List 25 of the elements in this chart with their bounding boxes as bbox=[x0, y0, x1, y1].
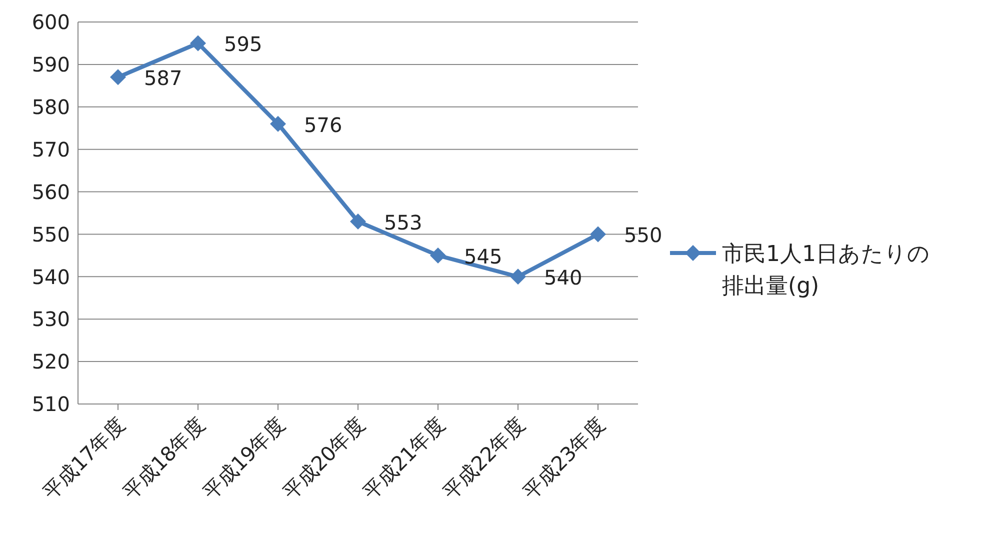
legend-label: 市民1人1日あたりの排出量(g) bbox=[722, 241, 931, 301]
y-tick-label: 560 bbox=[32, 180, 70, 204]
point bbox=[270, 116, 286, 132]
y-tick-label: 530 bbox=[32, 307, 70, 332]
point bbox=[590, 226, 606, 242]
data-label: 550 bbox=[624, 223, 662, 248]
point bbox=[430, 247, 446, 264]
data-label: 587 bbox=[144, 66, 182, 90]
y-tick-label: 540 bbox=[32, 264, 70, 289]
data-label: 540 bbox=[544, 266, 582, 290]
point bbox=[110, 69, 126, 86]
y-tick-label: 580 bbox=[32, 94, 70, 119]
point bbox=[350, 213, 366, 230]
data-label: 553 bbox=[384, 210, 422, 234]
y-tick-label: 590 bbox=[32, 52, 70, 77]
y-tick-label: 520 bbox=[32, 350, 70, 374]
y-tick-label: 600 bbox=[32, 10, 70, 34]
y-tick-label: 550 bbox=[32, 222, 70, 246]
data-label: 545 bbox=[464, 244, 502, 268]
y-tick-label: 570 bbox=[32, 137, 70, 162]
point bbox=[190, 35, 206, 52]
data-label: 576 bbox=[304, 112, 342, 137]
y-tick-label: 510 bbox=[32, 392, 70, 416]
data-label: 595 bbox=[224, 32, 262, 56]
point bbox=[510, 268, 526, 285]
